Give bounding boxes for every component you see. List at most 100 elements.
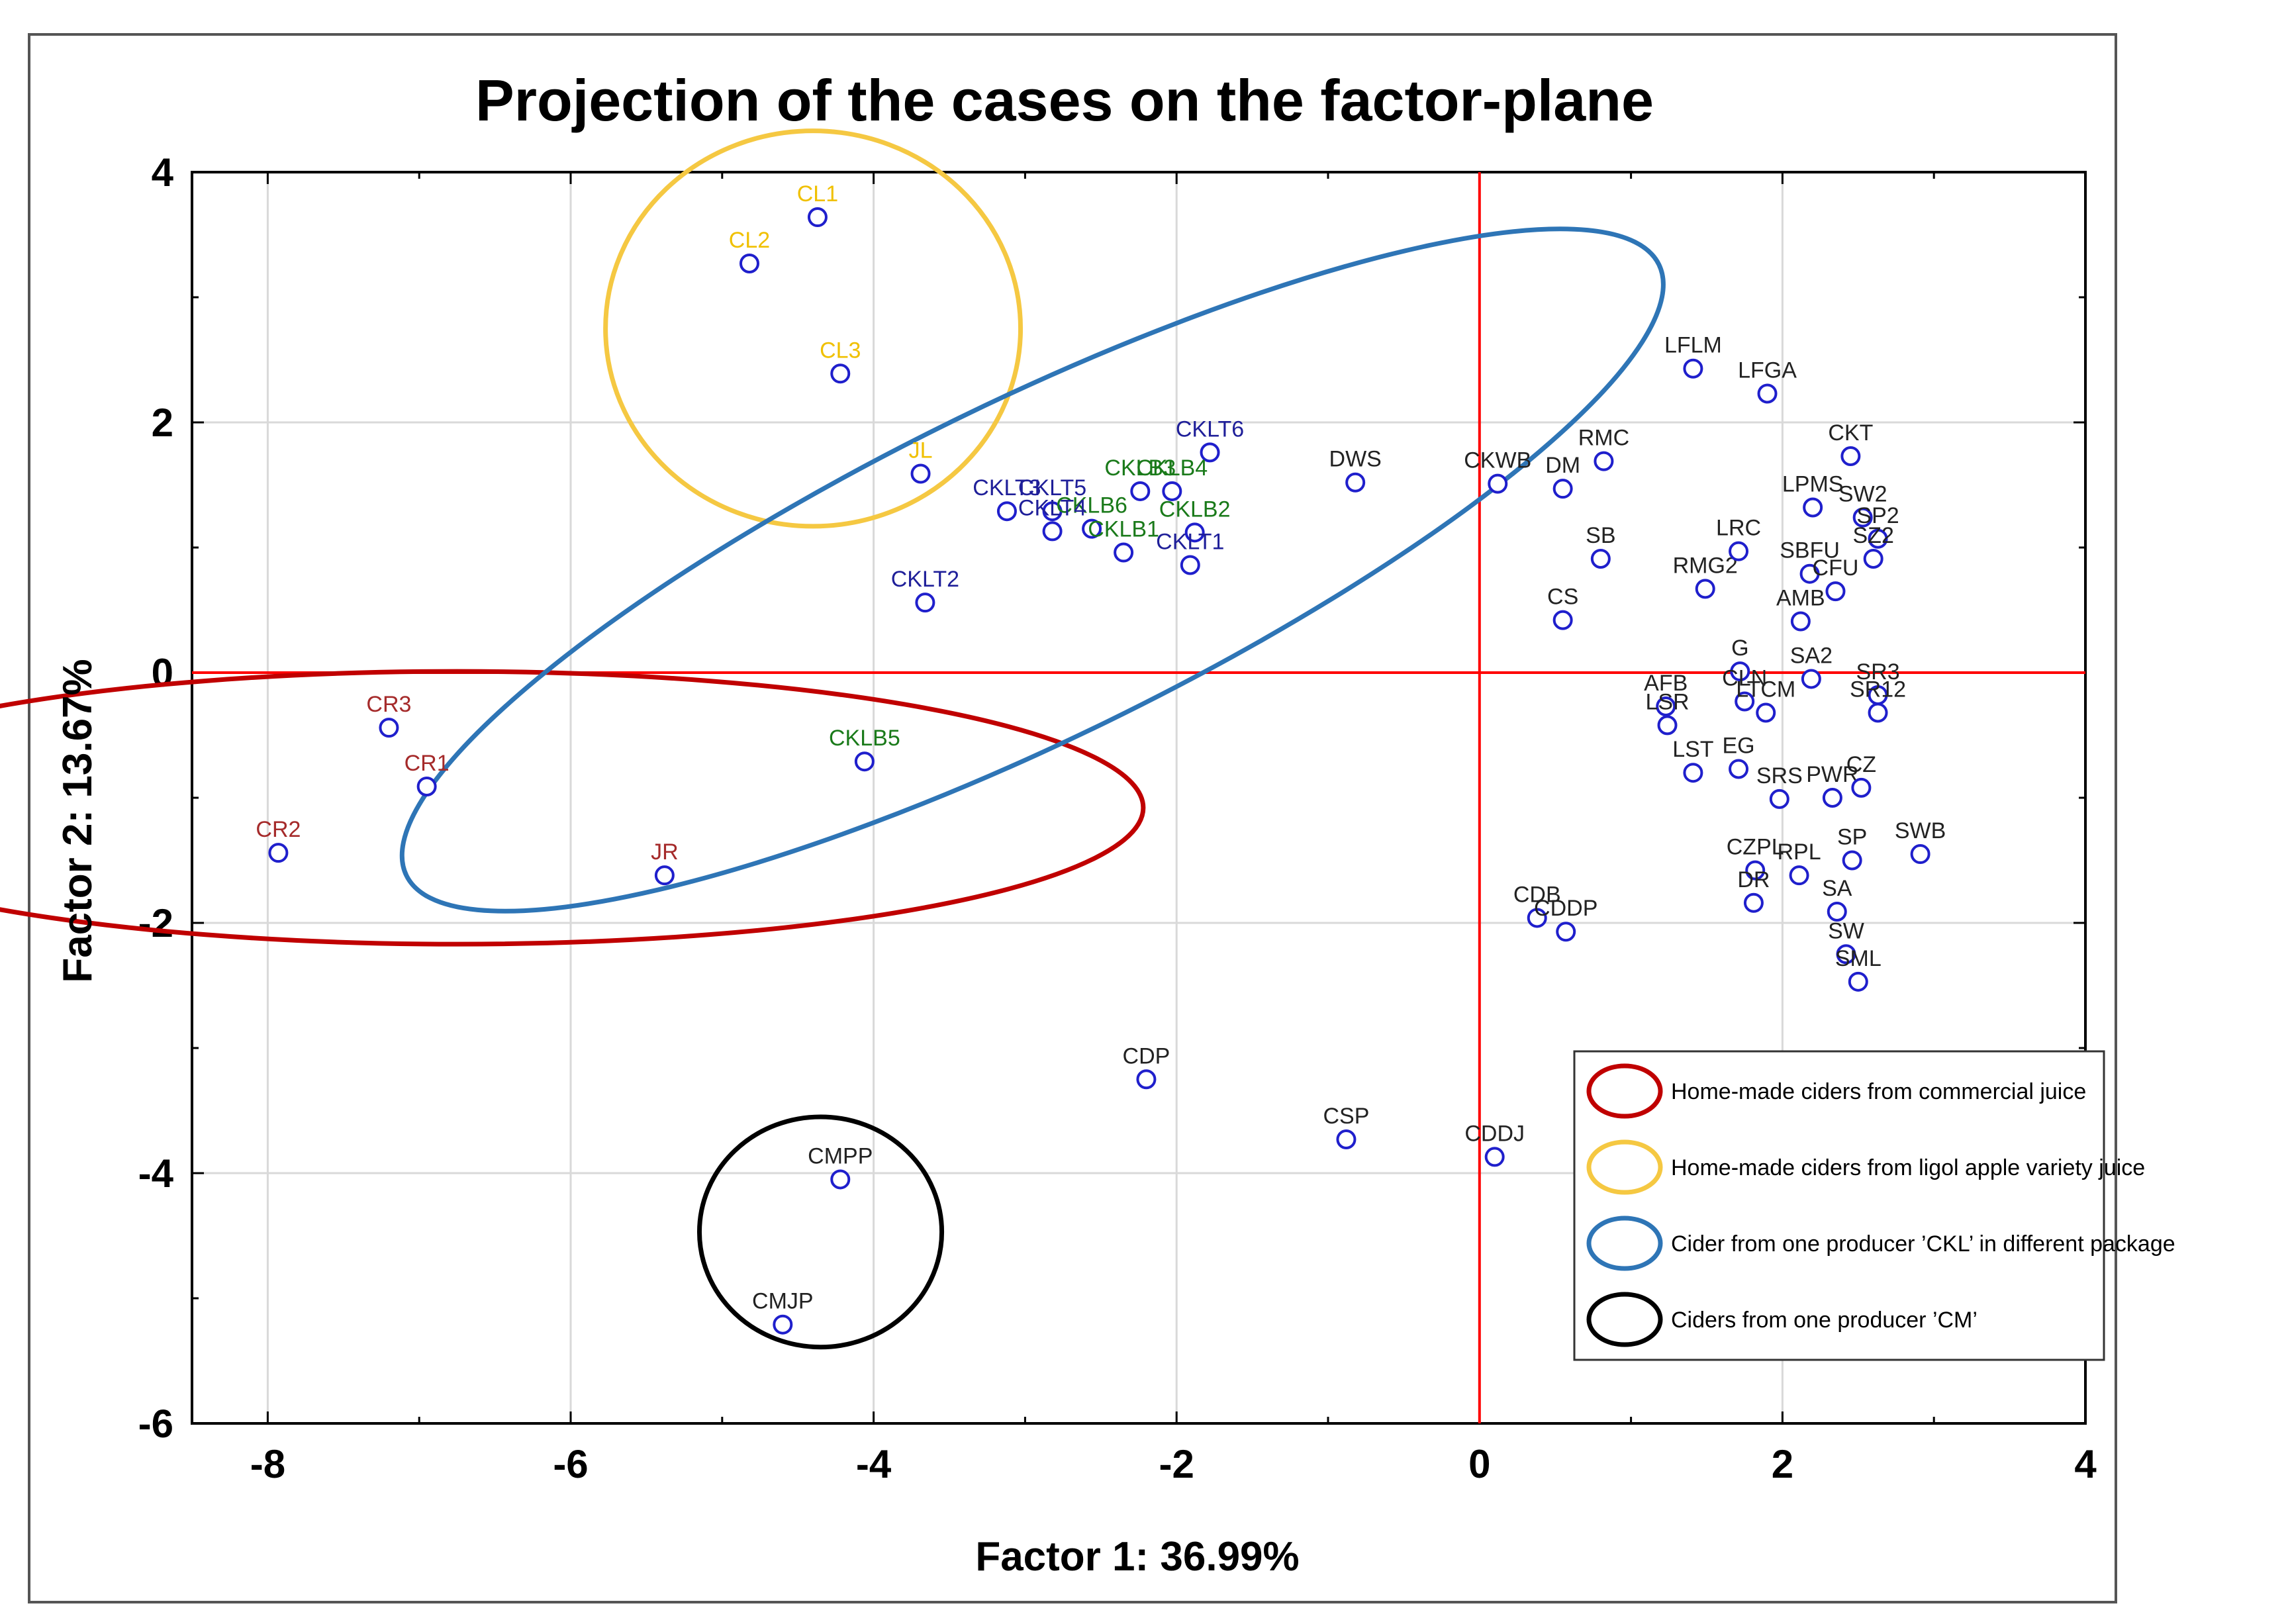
data-point-label: CKLT2 (891, 567, 959, 592)
data-point-label: CKLB2 (1159, 497, 1231, 522)
group-ellipse (603, 128, 1024, 529)
data-point-label: SB (1586, 523, 1615, 548)
data-point (1556, 922, 1576, 942)
data-point (1799, 563, 1820, 584)
legend: Home-made ciders from commercial juice Ho… (1573, 1050, 2175, 1361)
data-point (910, 463, 931, 484)
data-point-label: RPL (1777, 839, 1821, 865)
y-tick-label: -6 (138, 1402, 173, 1446)
data-point (1735, 691, 1755, 712)
data-point-label: CKT (1828, 420, 1873, 446)
data-point-label: LTCM (1736, 677, 1795, 702)
data-point-label: AFB (1644, 671, 1688, 696)
data-point-label: G (1731, 636, 1748, 661)
data-point (1683, 358, 1703, 379)
data-point (1345, 472, 1366, 493)
data-point-label: CL1 (797, 181, 838, 207)
data-point-label: JR (651, 839, 679, 865)
legend-swatch (1586, 1139, 1663, 1195)
data-point-label: CDDP (1534, 896, 1597, 921)
data-point-label: LFLM (1664, 333, 1722, 358)
data-point (1852, 507, 1873, 528)
x-axis-label: Factor 1: 36.99% (975, 1534, 1299, 1580)
data-point (1790, 611, 1811, 632)
data-point (1827, 901, 1847, 922)
data-point-label: CL2 (729, 228, 770, 253)
data-point (1136, 1069, 1157, 1090)
data-point (854, 751, 875, 772)
data-point (830, 363, 851, 384)
data-point (1756, 702, 1776, 723)
data-point-label: CKLB6 (1056, 493, 1127, 518)
data-point-label: CZPL (1727, 835, 1784, 860)
data-point-label: CR1 (405, 751, 450, 776)
data-point-label: LSR (1645, 689, 1689, 714)
data-point-label: SP2 (1856, 503, 1899, 528)
y-tick-label: -2 (138, 901, 173, 945)
data-point-label: RMG2 (1673, 553, 1738, 578)
data-point-label: CZ (1846, 752, 1876, 777)
data-point (807, 207, 828, 228)
y-axis-label: Factor 2: 13.67% (55, 659, 101, 982)
data-point-label: SA2 (1790, 643, 1833, 668)
data-point (1803, 497, 1823, 518)
data-point-label: CFU (1813, 555, 1859, 581)
data-point (1822, 788, 1842, 808)
data-point (739, 253, 759, 273)
data-point-label: SR3 (1856, 659, 1899, 685)
data-point-label: CKLB3 (1104, 455, 1176, 481)
data-point-label: CMPP (808, 1143, 873, 1169)
x-tick-label: -6 (553, 1442, 588, 1486)
data-point-label: CDB (1513, 882, 1561, 907)
data-point (1042, 521, 1063, 542)
data-point (1695, 579, 1715, 599)
x-tick-label: -2 (1159, 1442, 1194, 1486)
data-point-label: DWS (1329, 447, 1382, 472)
y-tick-label: 0 (152, 651, 173, 695)
data-point-label: LPMS (1782, 472, 1844, 497)
x-tick-label: -4 (856, 1442, 892, 1486)
data-point (1836, 944, 1856, 965)
data-point (773, 1314, 793, 1335)
data-point (1683, 763, 1703, 783)
data-point-label: SR12 (1850, 677, 1906, 702)
data-point-label: CKLB5 (829, 726, 900, 751)
data-point (1657, 715, 1678, 736)
data-point (1594, 451, 1614, 471)
data-point (1114, 542, 1134, 563)
data-point-label: CKLT1 (1156, 529, 1224, 554)
data-point (268, 843, 289, 863)
data-point (1656, 696, 1676, 717)
data-point-label: CKWB (1464, 448, 1531, 473)
data-point-label: EG (1722, 734, 1754, 759)
group-ellipse (696, 1114, 945, 1350)
data-point (1851, 777, 1872, 798)
data-point-label: CKLT6 (1176, 416, 1244, 442)
data-point (1184, 522, 1205, 543)
data-point (1336, 1129, 1357, 1149)
x-tick-label: 2 (1772, 1442, 1793, 1486)
outer-frame (28, 33, 2117, 1603)
legend-swatch (1586, 1216, 1663, 1271)
data-point (1729, 541, 1749, 561)
data-point (915, 593, 935, 613)
data-point (1552, 479, 1573, 499)
group-ellipse (0, 669, 1146, 947)
data-point-label: CKLT4 (1018, 495, 1086, 520)
data-point-label: CMJP (752, 1289, 814, 1314)
data-point (416, 776, 437, 796)
data-point (1200, 442, 1220, 463)
y-tick-label: -4 (138, 1151, 174, 1196)
data-point (1743, 892, 1764, 913)
data-point (1848, 971, 1868, 992)
data-point (1730, 661, 1750, 682)
data-point-label: SW2 (1838, 482, 1887, 507)
data-point (1488, 473, 1508, 494)
data-point (1162, 481, 1182, 501)
data-point (1180, 555, 1200, 575)
data-point-label: RMC (1578, 426, 1629, 451)
data-point (1910, 844, 1931, 865)
data-point-label: CKLT3 (973, 475, 1041, 501)
data-point-label: LRC (1716, 516, 1761, 541)
